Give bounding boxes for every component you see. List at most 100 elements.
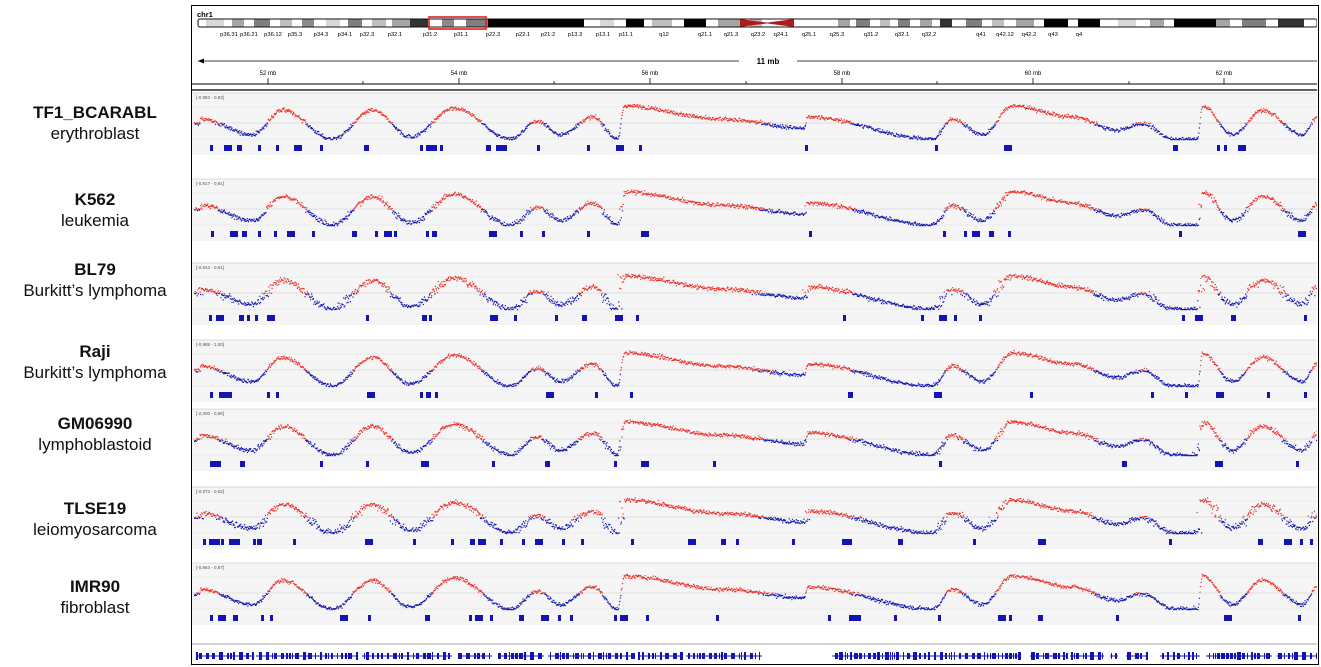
- gene-exon[interactable]: [750, 653, 753, 659]
- cytoband[interactable]: [652, 19, 672, 27]
- sample-track[interactable]: [-0,964 - 0,87]: [192, 562, 1317, 625]
- domain-segment[interactable]: [242, 231, 247, 237]
- domain-segment[interactable]: [849, 539, 852, 545]
- domain-segment[interactable]: [209, 315, 212, 321]
- gene-exon[interactable]: [1115, 653, 1117, 659]
- cytoband[interactable]: [428, 19, 442, 27]
- gene-exon[interactable]: [1292, 653, 1293, 659]
- gene-exon[interactable]: [1098, 652, 1101, 660]
- gene-exon[interactable]: [199, 653, 202, 659]
- cytoband[interactable]: [1216, 19, 1230, 27]
- cytoband[interactable]: [302, 19, 314, 27]
- domain-segment[interactable]: [1042, 539, 1045, 545]
- cytoband[interactable]: [1278, 19, 1304, 27]
- domain-segment[interactable]: [435, 392, 438, 398]
- domain-segment[interactable]: [475, 615, 483, 621]
- domain-segment[interactable]: [276, 145, 279, 151]
- gene-exon[interactable]: [1209, 653, 1210, 659]
- domain-segment[interactable]: [620, 615, 628, 621]
- domain-segment[interactable]: [938, 615, 941, 621]
- domain-segment[interactable]: [478, 539, 486, 545]
- gene-exon[interactable]: [588, 653, 591, 659]
- domain-segment[interactable]: [1185, 392, 1188, 398]
- domain-segment[interactable]: [1267, 392, 1270, 398]
- gene-exon[interactable]: [233, 652, 235, 660]
- gene-exon[interactable]: [990, 653, 991, 659]
- domain-segment[interactable]: [451, 539, 454, 545]
- domain-segment[interactable]: [856, 615, 861, 621]
- cytoband[interactable]: [410, 19, 428, 27]
- domain-segment[interactable]: [413, 539, 416, 545]
- domain-segment[interactable]: [230, 231, 238, 237]
- gene-exon[interactable]: [1140, 653, 1142, 659]
- gene-exon[interactable]: [959, 653, 961, 659]
- gene-exon[interactable]: [1192, 652, 1194, 660]
- cytoband[interactable]: [982, 19, 992, 27]
- gene-exon[interactable]: [702, 653, 705, 659]
- domain-segment[interactable]: [340, 615, 348, 621]
- domain-segment[interactable]: [595, 392, 598, 398]
- gene-exon[interactable]: [581, 653, 582, 659]
- gene-exon[interactable]: [1018, 652, 1021, 660]
- cytoband[interactable]: [822, 19, 838, 27]
- gene-exon[interactable]: [1213, 653, 1214, 659]
- gene-exon[interactable]: [608, 653, 611, 659]
- domain-segment[interactable]: [293, 539, 296, 545]
- gene-exon[interactable]: [562, 653, 565, 659]
- gene-exon[interactable]: [744, 652, 746, 660]
- cytoband[interactable]: [514, 19, 584, 27]
- gene-exon[interactable]: [482, 653, 485, 659]
- gene-exon[interactable]: [1196, 653, 1197, 659]
- cytoband[interactable]: [880, 19, 890, 27]
- domain-segment[interactable]: [614, 461, 617, 467]
- gene-exon[interactable]: [755, 653, 756, 659]
- domain-segment[interactable]: [221, 539, 224, 545]
- domain-segment[interactable]: [616, 145, 624, 151]
- domain-segment[interactable]: [541, 615, 549, 621]
- gene-exon[interactable]: [230, 653, 232, 659]
- gene-exon[interactable]: [393, 653, 397, 659]
- gene-exon[interactable]: [951, 652, 952, 660]
- gene-exon[interactable]: [1294, 652, 1298, 660]
- domain-segment[interactable]: [934, 392, 942, 398]
- domain-segment[interactable]: [849, 615, 857, 621]
- domain-segment[interactable]: [255, 315, 258, 321]
- gene-exon[interactable]: [219, 652, 223, 660]
- cytoband[interactable]: [1174, 19, 1216, 27]
- gene-exon[interactable]: [1217, 653, 1220, 659]
- gene-exon[interactable]: [1015, 653, 1017, 659]
- domain-segment[interactable]: [805, 145, 808, 151]
- domain-segment[interactable]: [828, 615, 831, 621]
- gene-exon[interactable]: [1188, 652, 1190, 660]
- cytoband[interactable]: [684, 19, 706, 27]
- gene-exon[interactable]: [1247, 653, 1248, 659]
- gene-exon[interactable]: [1036, 653, 1039, 659]
- cytoband[interactable]: [1044, 19, 1068, 27]
- cytoband[interactable]: [920, 19, 932, 27]
- gene-exon[interactable]: [620, 653, 622, 659]
- gene-exon[interactable]: [719, 653, 720, 659]
- gene-exon[interactable]: [341, 653, 343, 659]
- domain-segment[interactable]: [631, 539, 634, 545]
- cytoband[interactable]: [442, 19, 454, 27]
- domain-segment[interactable]: [555, 315, 558, 321]
- domain-segment[interactable]: [274, 231, 277, 237]
- domain-segment[interactable]: [1008, 231, 1011, 237]
- gene-exon[interactable]: [877, 652, 880, 660]
- domain-segment[interactable]: [426, 392, 431, 398]
- domain-segment[interactable]: [211, 231, 214, 237]
- gene-exon[interactable]: [721, 652, 723, 660]
- domain-segment[interactable]: [287, 231, 295, 237]
- gene-exon[interactable]: [987, 653, 988, 659]
- gene-exon[interactable]: [573, 653, 574, 659]
- domain-segment[interactable]: [587, 145, 590, 151]
- chromosome-ideogram[interactable]: chr1 p36.31 p36.21 p36.12 p35.3 p34.3 p34.1 p3…: [197, 10, 1317, 38]
- gene-exon[interactable]: [731, 653, 735, 659]
- gene-exon[interactable]: [538, 653, 542, 659]
- gene-exon[interactable]: [413, 653, 414, 659]
- gene-exon[interactable]: [642, 652, 644, 660]
- gene-exon[interactable]: [252, 652, 254, 660]
- gene-exon[interactable]: [504, 653, 507, 659]
- domain-segment[interactable]: [224, 145, 232, 151]
- gene-exon[interactable]: [381, 653, 383, 659]
